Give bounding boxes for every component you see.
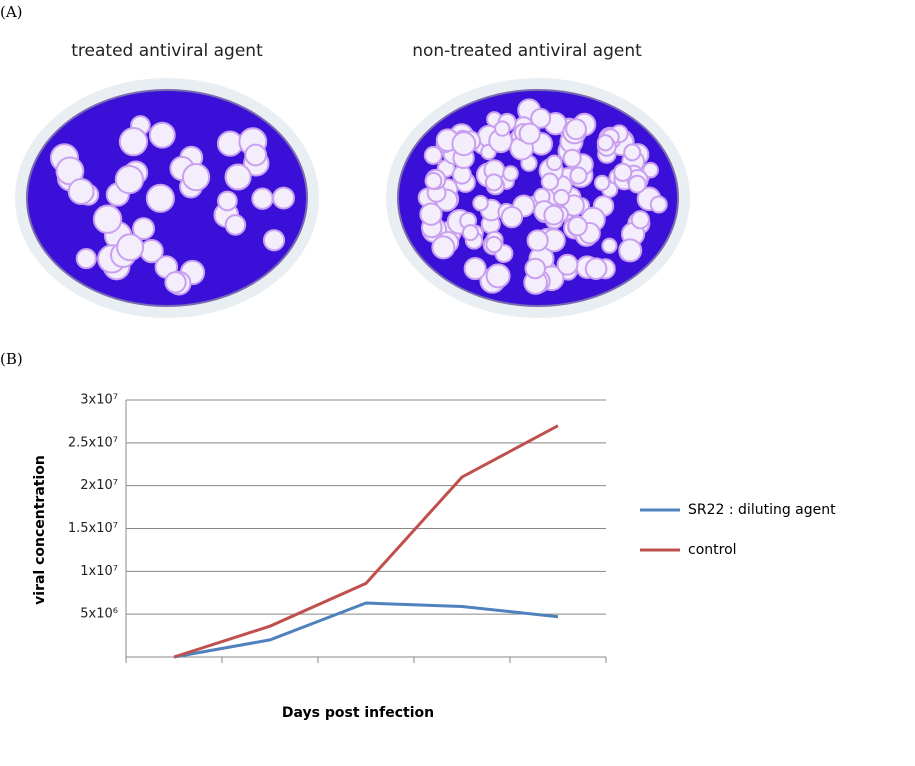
plaque — [584, 257, 608, 280]
y-tick-label: 5x10⁶ — [80, 607, 118, 622]
plaque — [562, 148, 582, 168]
plaque — [593, 174, 611, 192]
plaque — [569, 166, 588, 185]
plaque — [618, 238, 643, 263]
image-caption: treated antiviral agent — [71, 41, 263, 61]
y-axis-title: viral concentration — [32, 455, 48, 605]
legend-label: SR22 : diluting agent — [688, 502, 836, 518]
plaque — [601, 237, 618, 254]
plaque — [526, 229, 549, 252]
plaque — [530, 107, 552, 129]
plaque — [181, 163, 211, 192]
plaque — [251, 187, 274, 210]
plate-images — [15, 78, 690, 318]
plaque — [485, 263, 511, 289]
plaque — [164, 271, 187, 294]
plaque — [484, 173, 504, 192]
plaque — [518, 122, 541, 145]
plaque — [145, 183, 175, 213]
plaque — [451, 131, 477, 157]
series-line — [173, 601, 559, 659]
plaque — [217, 190, 238, 212]
plaque — [92, 204, 123, 234]
plaque — [419, 202, 443, 226]
y-tick-label: 1.5x10⁷ — [68, 521, 118, 536]
plaque — [67, 178, 95, 205]
plaque — [485, 235, 503, 254]
plaque — [642, 161, 659, 179]
plaque — [540, 172, 560, 191]
plaque — [132, 217, 156, 241]
legend-label: control — [688, 542, 737, 558]
plaque — [463, 257, 487, 281]
plaque — [494, 120, 511, 137]
plaque — [262, 229, 286, 252]
plaque — [75, 247, 97, 270]
y-tick-label: 1x10⁷ — [80, 564, 118, 579]
plaque — [116, 233, 145, 262]
plaque — [423, 145, 443, 165]
plaque — [596, 134, 614, 152]
series-line — [173, 424, 559, 659]
y-tick-label: 3x10⁷ — [80, 393, 118, 408]
plaque — [224, 163, 252, 191]
y-tick-label: 2x10⁷ — [80, 478, 118, 493]
plaque — [630, 210, 650, 230]
plaque — [244, 143, 268, 167]
y-tick-label: 2.5x10⁷ — [68, 435, 118, 450]
plaque — [649, 195, 668, 214]
plaque — [500, 205, 524, 229]
plaque — [627, 174, 647, 194]
plaque — [114, 164, 144, 195]
plaque — [461, 224, 479, 242]
plaque — [472, 194, 489, 212]
plaque — [613, 162, 633, 182]
plaque — [565, 118, 587, 141]
plaque — [148, 121, 176, 149]
plaque — [543, 204, 565, 226]
image-caption: non-treated antiviral agent — [412, 41, 642, 61]
plaque — [567, 215, 588, 237]
panel-label: (A) — [0, 3, 23, 21]
plaque — [224, 214, 247, 236]
plaque — [118, 127, 149, 157]
panel-label: (B) — [0, 350, 23, 368]
plaque — [546, 154, 563, 172]
plaque — [431, 235, 456, 260]
plaque — [502, 165, 519, 182]
plaque — [524, 257, 547, 280]
plaque — [272, 186, 296, 210]
plaque — [623, 143, 642, 162]
plaque — [556, 253, 579, 276]
x-axis-title: Days post infection — [282, 705, 434, 721]
plaque — [552, 188, 571, 206]
plaque — [424, 171, 443, 190]
